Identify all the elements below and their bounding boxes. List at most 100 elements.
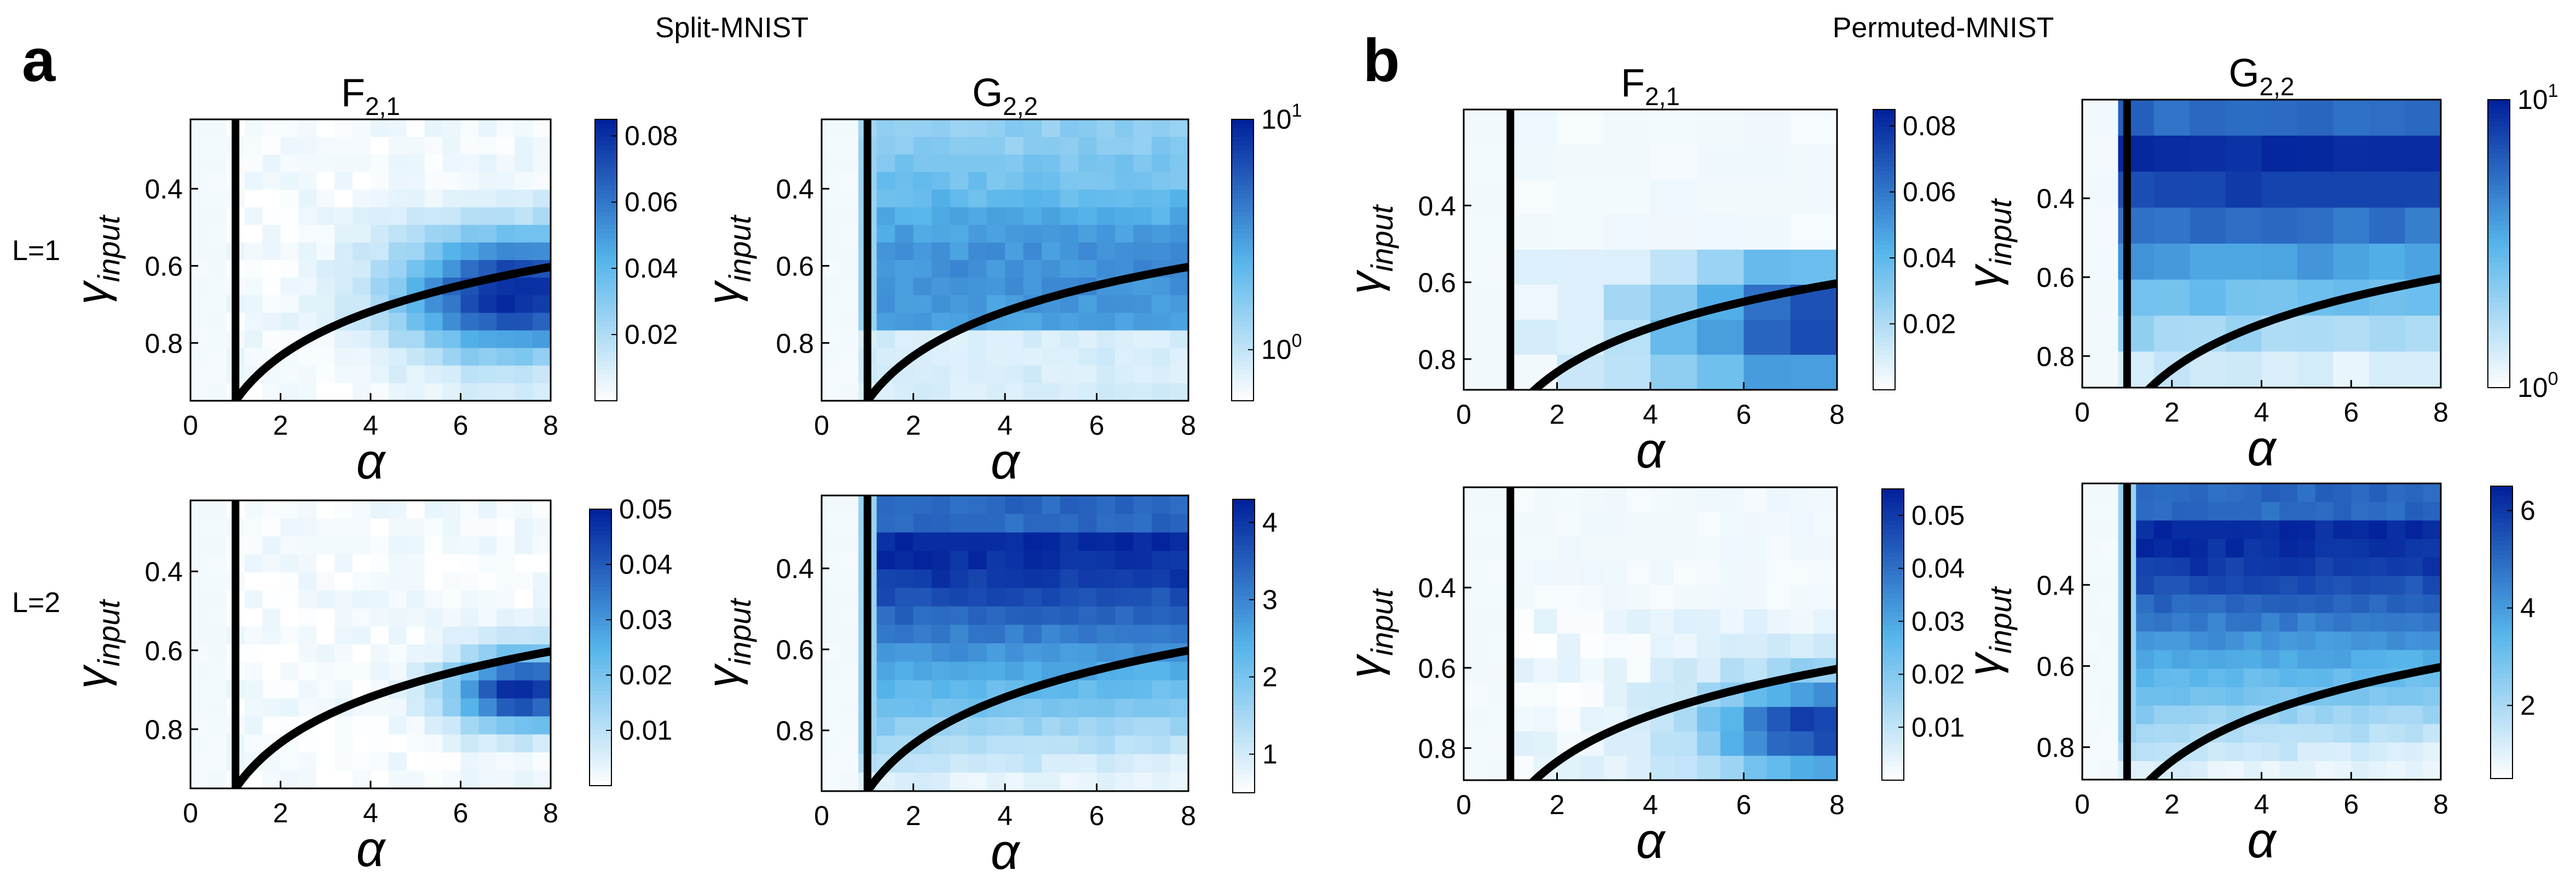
colorbar-step [1882, 539, 1904, 544]
heatmap-cell [1533, 585, 1558, 610]
heatmap-cell [2100, 483, 2119, 503]
heatmap-cell [2136, 687, 2155, 706]
colorbar-step [2491, 691, 2513, 697]
heatmap-cell [460, 590, 479, 609]
heatmap-cell [2100, 668, 2119, 688]
heatmap-cell [2243, 742, 2262, 762]
colorbar-step [1882, 753, 1904, 758]
colorbar-step [595, 124, 617, 129]
heatmap-cell [496, 119, 515, 137]
heatmap-cell [406, 554, 425, 573]
y-axis-label: γinput [1959, 198, 2018, 288]
heatmap-cell [2154, 539, 2173, 558]
colorbar-step [1882, 661, 1904, 667]
heatmap-cells [1464, 487, 1838, 781]
heatmap-cell [876, 625, 896, 644]
heatmap-cell [515, 680, 533, 699]
x-tick-label: 0 [814, 800, 829, 831]
heatmap-cell [371, 154, 389, 172]
colorbar-step [1882, 680, 1904, 685]
heatmap-cell [968, 754, 987, 773]
heatmap-cell [244, 278, 263, 296]
colorbar-step [2488, 207, 2510, 213]
heatmap-cell [1767, 633, 1791, 659]
heatmap-cell [2261, 207, 2298, 244]
colorbar-step [1873, 237, 1895, 241]
heatmap-cell [371, 207, 389, 226]
colorbar-step [1233, 508, 1255, 514]
heatmap-cell [2405, 315, 2441, 352]
colorbar-step [2488, 302, 2510, 307]
colorbar-step [1882, 694, 1904, 699]
colorbar-step [1873, 263, 1895, 268]
y-tick-label: 0.4 [1418, 191, 1456, 221]
heatmap-cell [280, 383, 299, 401]
y-axis-label: γinput [1341, 588, 1399, 678]
heatmap-cell [1115, 295, 1134, 313]
colorbar-step [1233, 696, 1255, 702]
colorbar-step [595, 365, 617, 371]
heatmap-cell [1023, 119, 1042, 137]
heatmap-cell [822, 717, 841, 736]
heatmap-cell [1042, 154, 1061, 172]
heatmap-cell [1464, 682, 1488, 707]
heatmap-cell [1133, 242, 1152, 261]
heatmap-cell [968, 260, 987, 278]
heatmap-cell [1060, 119, 1079, 137]
colorbar-step [2491, 641, 2513, 647]
heatmap-cell [496, 698, 515, 717]
colorbar-step [1873, 206, 1895, 211]
colorbar-step [2488, 145, 2510, 150]
heatmap-cell [388, 224, 407, 243]
heatmap-cell [280, 644, 299, 663]
heatmap-cell [1023, 699, 1042, 718]
colorbar-step [590, 652, 611, 656]
heatmap-cell [1767, 707, 1791, 732]
colorbar-step [590, 668, 611, 674]
heatmap-cell [950, 773, 969, 792]
heatmap-cell [424, 383, 443, 401]
heatmap-cell [2154, 724, 2173, 743]
heatmap-cell [533, 137, 551, 155]
heatmap-cell [1115, 207, 1134, 226]
heatmap-cell [1743, 756, 1768, 781]
heatmap-cell [2405, 705, 2423, 725]
heatmap-cell [2387, 687, 2406, 706]
colorbar-step [590, 665, 611, 670]
heatmap-cell [840, 260, 859, 278]
heatmap-cell [1673, 585, 1697, 610]
colorbar-step [2488, 198, 2510, 204]
heatmap-cell [262, 137, 281, 155]
heatmap-cell [478, 716, 497, 735]
colorbar-step [1233, 683, 1255, 688]
heatmap-cell [298, 500, 317, 519]
heatmap-cell [208, 500, 227, 519]
colorbar-step [595, 396, 617, 401]
heatmap-cell [1005, 154, 1024, 172]
heatmap-cell [1152, 625, 1171, 644]
colorbar-step [595, 246, 617, 252]
heatmap-cell [1767, 609, 1791, 635]
colorbar-step [2491, 682, 2513, 688]
heatmap-cell [2243, 539, 2262, 558]
colorbar-step [1233, 545, 1255, 550]
heatmap-cell [1078, 137, 1098, 155]
heatmap-cell [1096, 137, 1116, 155]
heatmap-cell [2333, 171, 2370, 208]
heatmap-cell [2100, 594, 2119, 614]
colorbar-step [2488, 221, 2510, 226]
heatmap-cell [334, 348, 353, 366]
heatmap-cell [406, 313, 425, 331]
heatmap-cell [1078, 625, 1098, 644]
heatmap-cell [895, 773, 914, 792]
colorbar-tick-label: 0.06 [1903, 177, 1956, 207]
heatmap-cell [496, 224, 515, 243]
heatmap-cell [2190, 207, 2226, 244]
heatmap-cell [2208, 520, 2226, 540]
heatmap-cell [2351, 687, 2370, 706]
heatmap-cell [986, 754, 1006, 773]
colorbar-step [1873, 210, 1895, 215]
heatmap-cell [895, 625, 914, 644]
heatmap-cell [2423, 501, 2441, 521]
